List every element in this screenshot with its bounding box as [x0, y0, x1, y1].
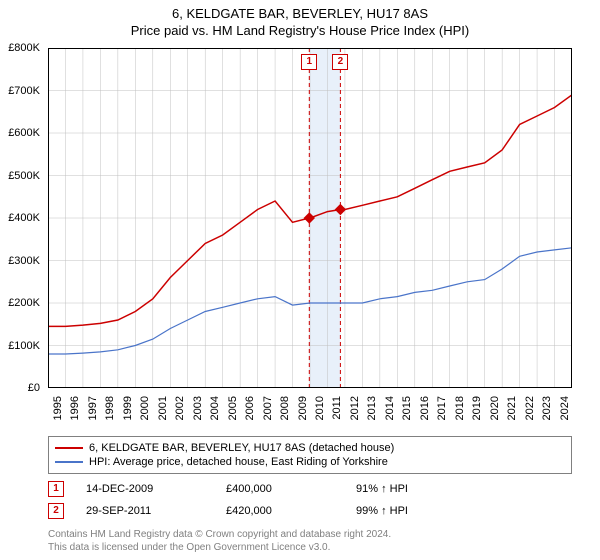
x-tick-label: 2016	[419, 396, 431, 420]
x-tick-label: 2008	[279, 396, 291, 420]
x-tick-label: 2005	[227, 396, 239, 420]
sale-date: 14-DEC-2009	[86, 483, 226, 495]
plot-area: 12	[48, 48, 572, 388]
sale-price: £400,000	[226, 483, 356, 495]
sale-pct: 91% ↑ HPI	[356, 483, 456, 495]
x-tick-label: 1997	[87, 396, 99, 420]
y-tick-label: £400K	[8, 212, 40, 224]
sale-row-marker: 2	[48, 503, 64, 519]
x-tick-label: 2009	[297, 396, 309, 420]
x-tick-label: 2021	[506, 396, 518, 420]
x-tick-label: 1998	[104, 396, 116, 420]
x-axis: 1995 1996 1997 1998 1999 2000 2001 2002 2003 2004…	[48, 392, 572, 432]
license-text: Contains HM Land Registry data © Crown c…	[48, 528, 572, 554]
sale-row: 1 14-DEC-2009£400,00091% ↑ HPI	[48, 478, 572, 500]
x-tick-label: 2000	[139, 396, 151, 420]
x-tick-label: 2014	[384, 396, 396, 420]
title-block: 6, KELDGATE BAR, BEVERLEY, HU17 8AS Pric…	[0, 0, 600, 38]
x-tick-label: 2011	[331, 396, 343, 420]
x-tick-label: 2017	[436, 396, 448, 420]
x-tick-label: 2012	[349, 396, 361, 420]
plot-svg	[48, 48, 572, 388]
sale-marker-2: 2	[332, 54, 348, 70]
subtitle: Price paid vs. HM Land Registry's House …	[0, 23, 600, 38]
x-tick-label: 2020	[489, 396, 501, 420]
y-axis: £0£100K£200K£300K£400K£500K£600K£700K£80…	[0, 48, 44, 388]
x-tick-label: 2019	[471, 396, 483, 420]
legend-label: HPI: Average price, detached house, East…	[89, 456, 388, 468]
x-tick-label: 2024	[559, 396, 571, 420]
x-tick-label: 1996	[69, 396, 81, 420]
x-tick-label: 2010	[314, 396, 326, 420]
legend-label: 6, KELDGATE BAR, BEVERLEY, HU17 8AS (det…	[89, 442, 394, 454]
chart-container: 6, KELDGATE BAR, BEVERLEY, HU17 8AS Pric…	[0, 0, 600, 560]
y-tick-label: £800K	[8, 42, 40, 54]
x-tick-label: 2006	[244, 396, 256, 420]
sale-row: 2 29-SEP-2011£420,00099% ↑ HPI	[48, 500, 572, 522]
x-tick-label: 2007	[262, 396, 274, 420]
x-tick-label: 2015	[401, 396, 413, 420]
x-tick-label: 2003	[192, 396, 204, 420]
sale-pct: 99% ↑ HPI	[356, 505, 456, 517]
legend-row: HPI: Average price, detached house, East…	[55, 455, 565, 469]
y-tick-label: £600K	[8, 127, 40, 139]
sale-row-marker: 1	[48, 481, 64, 497]
x-tick-label: 2023	[541, 396, 553, 420]
x-tick-label: 1999	[122, 396, 134, 420]
legend: 6, KELDGATE BAR, BEVERLEY, HU17 8AS (det…	[48, 436, 572, 474]
sale-marker-1: 1	[301, 54, 317, 70]
address-title: 6, KELDGATE BAR, BEVERLEY, HU17 8AS	[0, 6, 600, 21]
y-tick-label: £500K	[8, 170, 40, 182]
y-tick-label: £700K	[8, 85, 40, 97]
sale-date: 29-SEP-2011	[86, 505, 226, 517]
y-tick-label: £300K	[8, 255, 40, 267]
x-tick-label: 1995	[52, 396, 64, 420]
x-tick-label: 2022	[524, 396, 536, 420]
x-tick-label: 2018	[454, 396, 466, 420]
legend-row: 6, KELDGATE BAR, BEVERLEY, HU17 8AS (det…	[55, 441, 565, 455]
x-tick-label: 2002	[174, 396, 186, 420]
sale-price: £420,000	[226, 505, 356, 517]
sales-table: 1 14-DEC-2009£400,00091% ↑ HPI 2 29-SEP-201…	[48, 478, 572, 522]
legend-swatch	[55, 447, 83, 449]
x-tick-label: 2004	[209, 396, 221, 420]
x-tick-label: 2013	[366, 396, 378, 420]
legend-swatch	[55, 461, 83, 463]
y-tick-label: £0	[28, 382, 40, 394]
license-line2: This data is licensed under the Open Gov…	[48, 541, 572, 554]
y-tick-label: £200K	[8, 297, 40, 309]
license-line1: Contains HM Land Registry data © Crown c…	[48, 528, 572, 541]
y-tick-label: £100K	[8, 340, 40, 352]
x-tick-label: 2001	[157, 396, 169, 420]
